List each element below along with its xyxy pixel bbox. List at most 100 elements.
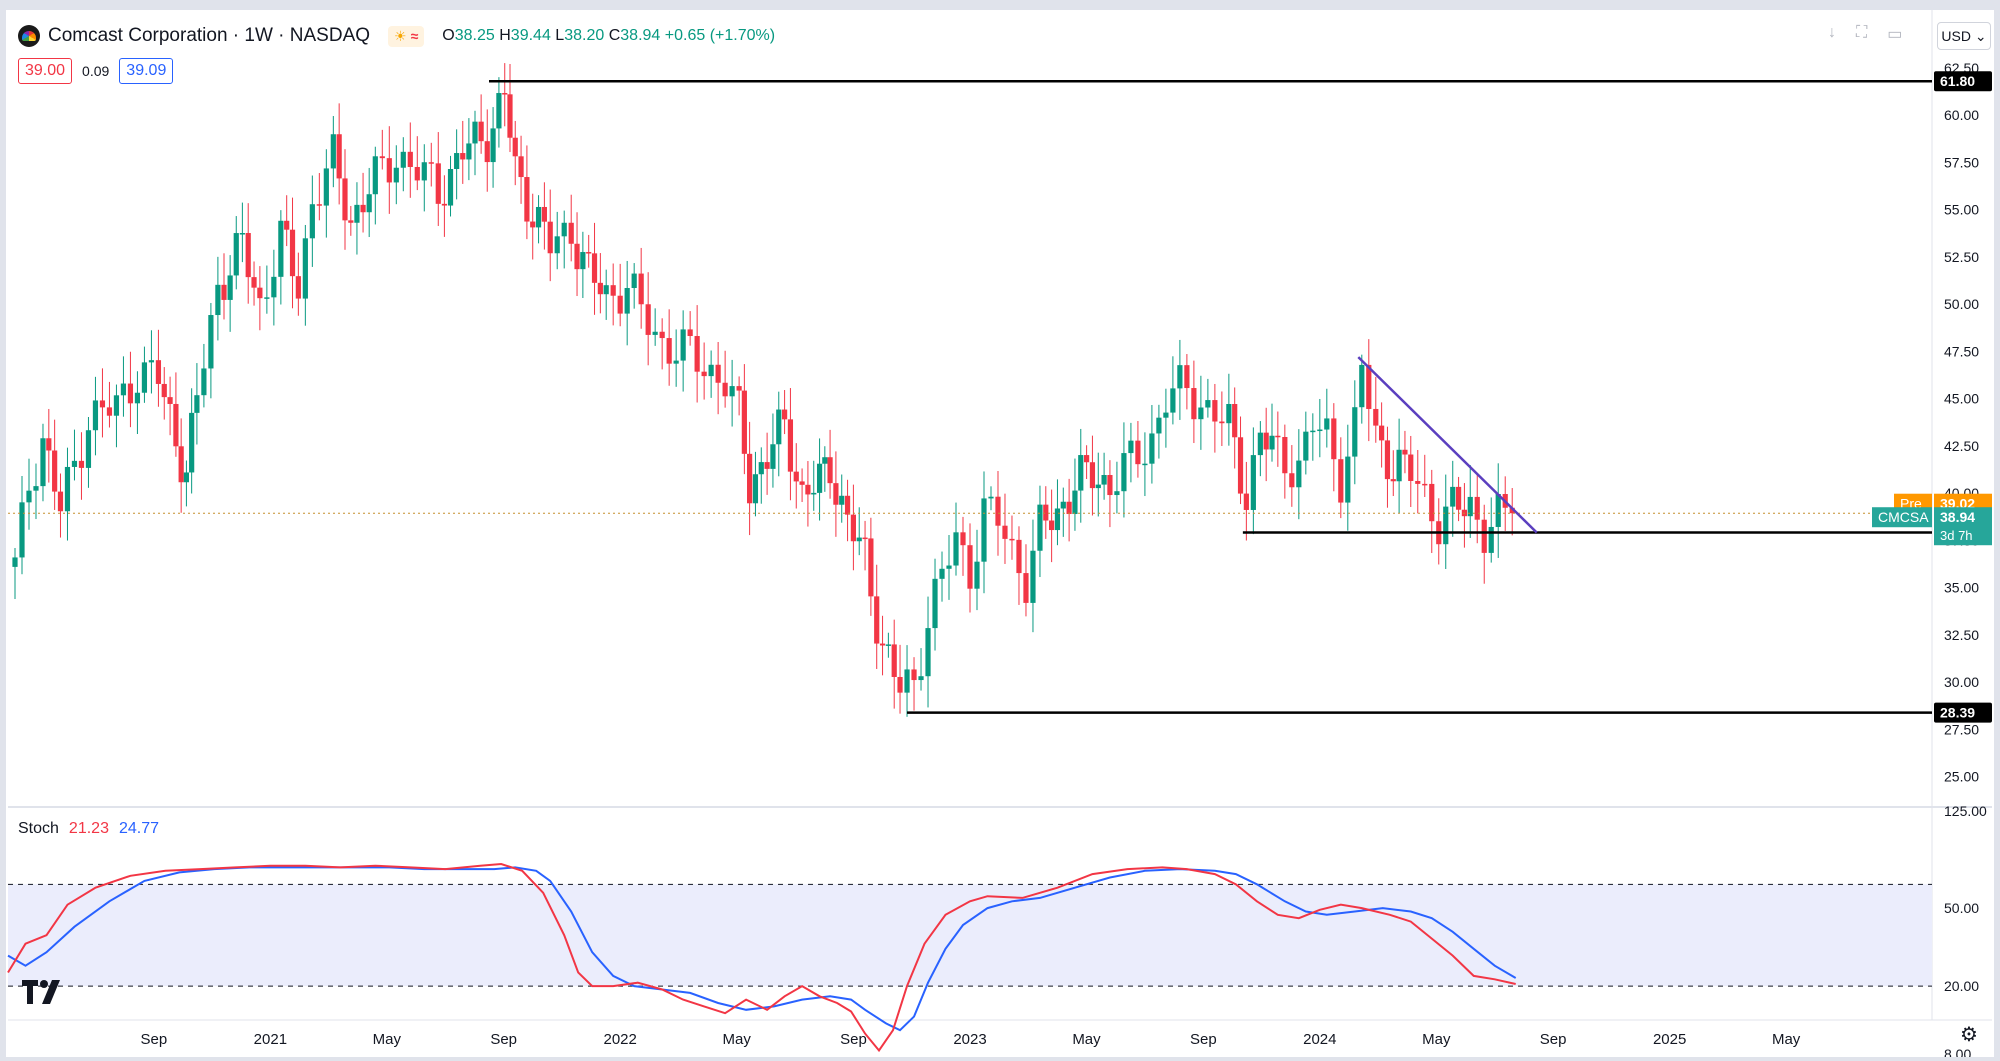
candle-body[interactable] bbox=[1429, 483, 1435, 522]
candle-body[interactable] bbox=[787, 419, 794, 472]
candle-body[interactable] bbox=[822, 457, 828, 464]
candle-body[interactable] bbox=[1002, 525, 1008, 539]
candle-body[interactable] bbox=[64, 466, 71, 512]
candle-body[interactable] bbox=[574, 243, 580, 270]
candle-body[interactable] bbox=[1495, 494, 1501, 527]
candle-body[interactable] bbox=[645, 304, 651, 335]
candle-body[interactable] bbox=[507, 94, 513, 138]
candle-body[interactable] bbox=[701, 371, 707, 377]
window-icon[interactable]: ▭ bbox=[1887, 26, 1903, 43]
candle-body[interactable] bbox=[561, 222, 567, 237]
candle-body[interactable] bbox=[435, 163, 441, 204]
candle-body[interactable] bbox=[939, 568, 945, 579]
candle-body[interactable] bbox=[673, 360, 679, 364]
stoch-name[interactable]: Stoch bbox=[18, 820, 59, 837]
candle-body[interactable] bbox=[518, 156, 524, 178]
candle-body[interactable] bbox=[1269, 435, 1275, 450]
candle-body[interactable] bbox=[694, 336, 700, 372]
candle-body[interactable] bbox=[586, 252, 592, 254]
candle-body[interactable] bbox=[1066, 501, 1072, 515]
candle-body[interactable] bbox=[33, 486, 39, 491]
candle-body[interactable] bbox=[1488, 526, 1494, 553]
candle-body[interactable] bbox=[981, 498, 987, 562]
candle-body[interactable] bbox=[995, 496, 1001, 526]
candle-body[interactable] bbox=[1415, 480, 1421, 484]
download-icon[interactable]: ↓ bbox=[1828, 24, 1836, 41]
candle-body[interactable] bbox=[758, 462, 764, 475]
candle-body[interactable] bbox=[1296, 460, 1302, 488]
candle-body[interactable] bbox=[167, 397, 173, 404]
candle-body[interactable] bbox=[245, 233, 251, 278]
candle-body[interactable] bbox=[26, 490, 32, 503]
candle-body[interactable] bbox=[478, 121, 484, 142]
candle-body[interactable] bbox=[372, 156, 378, 195]
candle-body[interactable] bbox=[1338, 459, 1344, 503]
tradingview-logo-icon[interactable] bbox=[20, 978, 64, 1006]
candle-body[interactable] bbox=[666, 338, 672, 364]
candle-body[interactable] bbox=[264, 297, 270, 299]
candle-body[interactable] bbox=[1390, 479, 1396, 482]
candle-body[interactable] bbox=[687, 329, 693, 337]
candle-body[interactable] bbox=[1257, 432, 1263, 456]
candle-body[interactable] bbox=[393, 167, 399, 183]
candle-body[interactable] bbox=[1177, 365, 1183, 389]
candle-body[interactable] bbox=[215, 284, 221, 316]
candle-body[interactable] bbox=[1422, 483, 1428, 486]
candle-body[interactable] bbox=[631, 273, 637, 289]
candle-body[interactable] bbox=[799, 481, 805, 485]
candle-body[interactable] bbox=[189, 412, 195, 473]
candle-body[interactable] bbox=[617, 295, 623, 314]
candle-body[interactable] bbox=[932, 578, 938, 629]
candle-body[interactable] bbox=[161, 383, 167, 398]
candle-body[interactable] bbox=[752, 474, 759, 504]
candle-body[interactable] bbox=[490, 128, 496, 163]
stoch-k-line[interactable] bbox=[7, 862, 1516, 1053]
candle-body[interactable] bbox=[1135, 440, 1141, 465]
candle-body[interactable] bbox=[764, 462, 770, 469]
candle-body[interactable] bbox=[141, 362, 148, 393]
candle-body[interactable] bbox=[1317, 429, 1323, 432]
candle-body[interactable] bbox=[360, 204, 366, 213]
candle-body[interactable] bbox=[251, 277, 257, 288]
candle-body[interactable] bbox=[113, 395, 120, 416]
candle-body[interactable] bbox=[1072, 490, 1078, 515]
candle-body[interactable] bbox=[1303, 431, 1309, 461]
candle-body[interactable] bbox=[1289, 473, 1295, 488]
candle-body[interactable] bbox=[1049, 520, 1055, 531]
candle-body[interactable] bbox=[1450, 486, 1456, 507]
candle-body[interactable] bbox=[484, 141, 490, 163]
candle-body[interactable] bbox=[1149, 433, 1155, 464]
candle-body[interactable] bbox=[302, 238, 308, 299]
candle-body[interactable] bbox=[134, 392, 141, 404]
candle-body[interactable] bbox=[568, 222, 574, 244]
candle-body[interactable] bbox=[541, 206, 547, 222]
candle-body[interactable] bbox=[441, 203, 447, 206]
stoch-d-line[interactable] bbox=[7, 866, 1517, 1032]
candle-body[interactable] bbox=[747, 453, 753, 504]
candle-body[interactable] bbox=[379, 156, 385, 159]
candle-body[interactable] bbox=[591, 253, 598, 283]
candle-body[interactable] bbox=[839, 495, 845, 505]
candle-body[interactable] bbox=[1396, 449, 1402, 482]
candle-body[interactable] bbox=[1142, 463, 1148, 466]
candle-body[interactable] bbox=[722, 382, 728, 397]
candle-body[interactable] bbox=[1455, 486, 1462, 510]
candle-body[interactable] bbox=[946, 565, 952, 569]
candle-body[interactable] bbox=[386, 158, 392, 183]
candle-body[interactable] bbox=[652, 331, 658, 335]
candle-body[interactable] bbox=[862, 537, 868, 540]
candle-body[interactable] bbox=[421, 162, 427, 181]
candle-body[interactable] bbox=[1379, 425, 1385, 441]
candle-body[interactable] bbox=[1184, 365, 1190, 389]
candle-body[interactable] bbox=[1205, 400, 1211, 408]
candle-body[interactable] bbox=[776, 409, 782, 445]
candle-body[interactable] bbox=[278, 220, 284, 277]
candle-body[interactable] bbox=[1243, 493, 1249, 510]
candle-body[interactable] bbox=[366, 194, 372, 213]
candle-body[interactable] bbox=[610, 285, 616, 296]
candle-body[interactable] bbox=[680, 329, 686, 361]
candle-body[interactable] bbox=[770, 444, 776, 469]
candle-body[interactable] bbox=[1366, 364, 1372, 409]
buy-button[interactable]: 39.09 bbox=[119, 58, 174, 84]
candle-body[interactable] bbox=[309, 204, 315, 239]
